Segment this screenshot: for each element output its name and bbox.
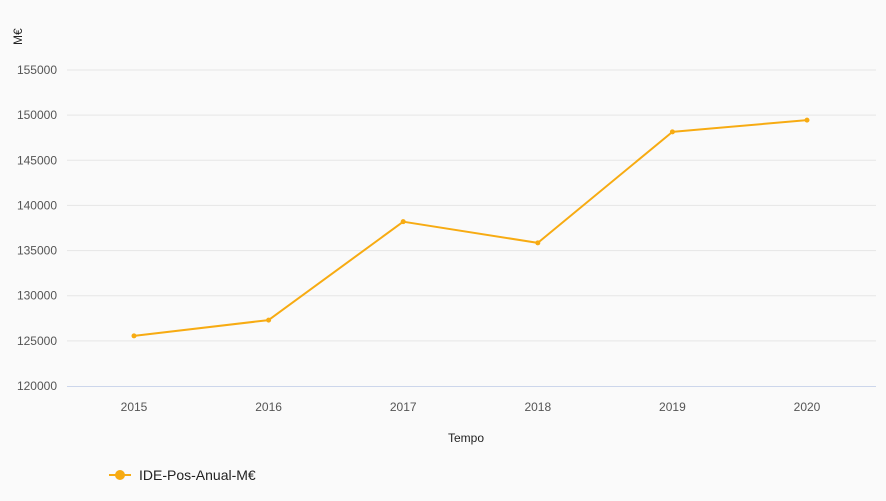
y-axis-title: M€ <box>11 28 25 45</box>
data-point[interactable] <box>535 240 541 246</box>
x-tick-labels: 2015 2016 2017 2018 2019 2020 <box>121 400 821 414</box>
x-tick-label: 2018 <box>524 400 551 414</box>
series-group <box>131 117 810 339</box>
y-tick-label: 135000 <box>17 244 57 258</box>
y-tick-label: 140000 <box>17 198 57 212</box>
y-tick-label: 155000 <box>17 63 57 77</box>
y-tick-label: 125000 <box>17 334 57 348</box>
y-tick-labels: 120000 125000 130000 135000 140000 145000 1500… <box>17 63 57 393</box>
y-tick-label: 120000 <box>17 379 57 393</box>
x-tick-label: 2017 <box>390 400 417 414</box>
legend-item-label[interactable]: IDE-Pos-Anual-M€ <box>139 467 256 483</box>
gridlines <box>67 69 876 342</box>
series-line <box>133 119 808 337</box>
data-point[interactable] <box>400 219 406 225</box>
y-tick-label: 150000 <box>17 108 57 122</box>
data-point[interactable] <box>266 317 272 323</box>
x-tick-label: 2015 <box>121 400 148 414</box>
data-point[interactable] <box>804 117 810 123</box>
data-point[interactable] <box>669 129 675 135</box>
y-tick-label: 145000 <box>17 153 57 167</box>
x-tick-label: 2016 <box>255 400 282 414</box>
x-tick-label: 2019 <box>659 400 686 414</box>
legend[interactable]: IDE-Pos-Anual-M€ <box>109 467 256 483</box>
y-tick-label: 130000 <box>17 289 57 303</box>
x-axis-title: Tempo <box>448 431 484 445</box>
x-tick-label: 2020 <box>794 400 821 414</box>
data-point[interactable] <box>131 333 137 339</box>
legend-marker-icon <box>115 470 125 480</box>
